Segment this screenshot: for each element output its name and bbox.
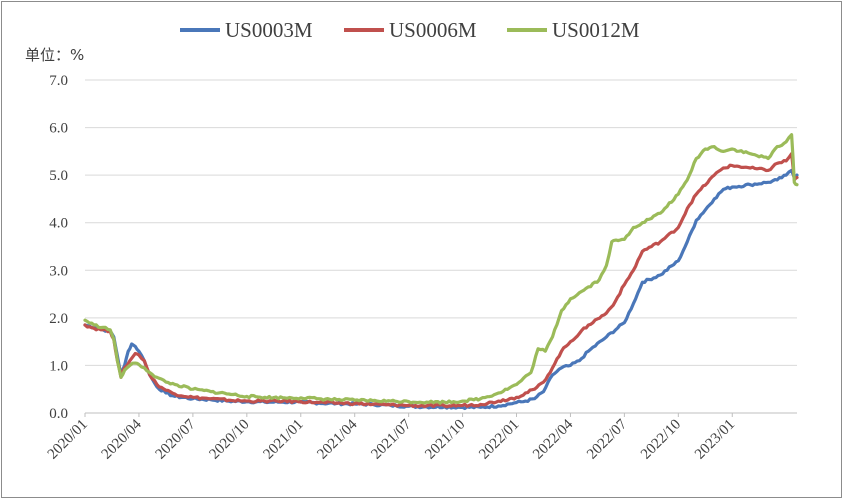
x-tick-label: 2020/04 xyxy=(99,416,145,462)
y-tick-label: 3.0 xyxy=(49,263,68,279)
x-tick-label: 2021/10 xyxy=(422,417,468,463)
series-line-us0006m xyxy=(83,152,799,409)
x-tick-label: 2022/04 xyxy=(530,416,576,462)
legend-label-us0003m: US0003M xyxy=(225,18,313,42)
legend-label-us0012m: US0012M xyxy=(552,18,640,42)
chart-legend: US0003M US0006M US0012M xyxy=(180,18,640,42)
series-line-us0012m xyxy=(83,133,799,405)
x-tick-label: 2021/01 xyxy=(261,417,307,463)
gridlines xyxy=(85,79,797,366)
y-tick-label: 1.0 xyxy=(49,358,68,374)
y-tick-label: 6.0 xyxy=(49,121,68,137)
x-tick-label: 2022/01 xyxy=(476,417,522,463)
x-tick-label: 2023/01 xyxy=(692,417,738,463)
y-tick-label: 4.0 xyxy=(49,216,68,232)
legend-label-us0006m: US0006M xyxy=(389,18,477,42)
data-series xyxy=(83,133,799,411)
y-tick-label: 2.0 xyxy=(49,311,68,327)
y-tick-label: 5.0 xyxy=(49,168,68,184)
x-tick-label: 2020/01 xyxy=(45,417,91,463)
x-tick-label: 2020/10 xyxy=(207,417,253,463)
x-tick-label: 2021/07 xyxy=(368,416,414,462)
x-tick-label: 2022/07 xyxy=(584,416,630,462)
y-axis-tick-labels: 0.0 1.0 2.0 3.0 4.0 5.0 6.0 7.0 xyxy=(49,73,68,422)
unit-label: 单位：% xyxy=(25,46,84,64)
x-tick-label: 2020/07 xyxy=(153,416,199,462)
x-tick-label: 2021/04 xyxy=(314,416,360,462)
x-tick-label: 2022/10 xyxy=(638,417,684,463)
y-tick-label: 0.0 xyxy=(49,406,68,422)
x-axis-tick-labels: 2020/01 2020/04 2020/07 2020/10 2021/01 2021/… xyxy=(45,413,738,463)
y-tick-label: 7.0 xyxy=(49,73,68,89)
